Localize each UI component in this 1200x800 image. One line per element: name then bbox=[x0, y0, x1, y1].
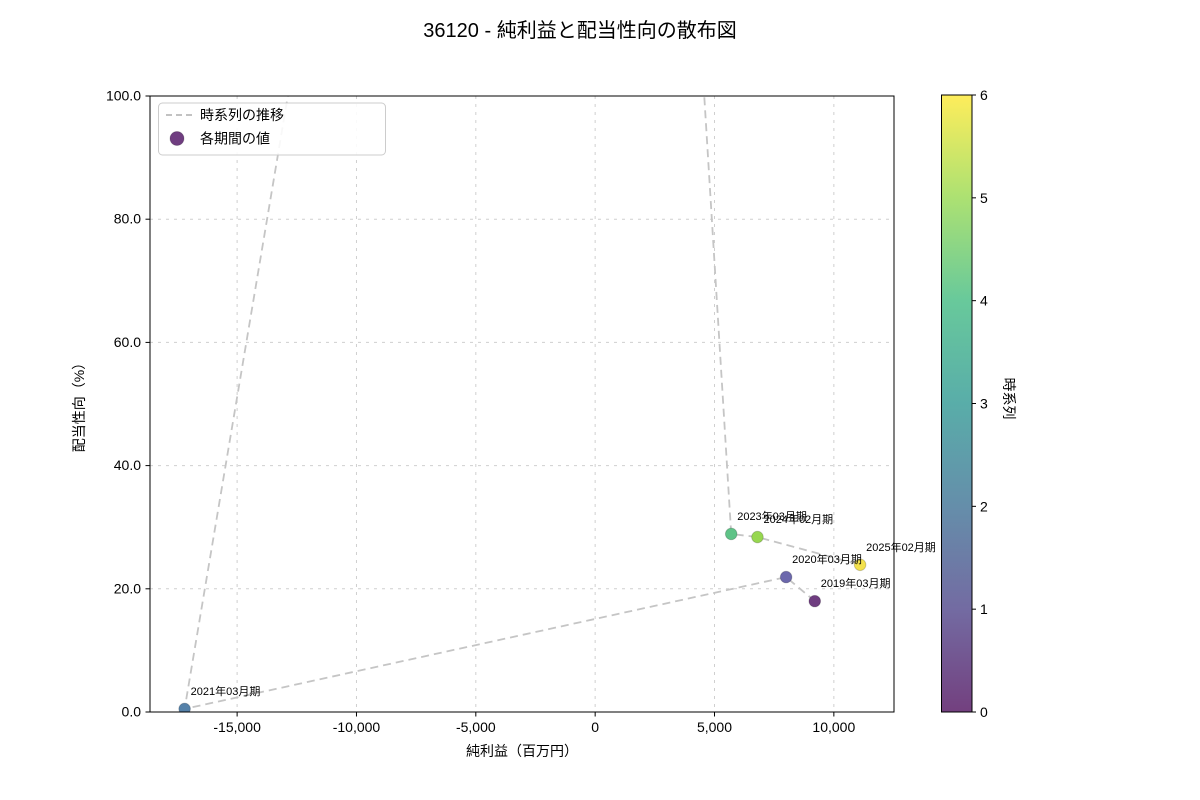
data-point-2 bbox=[178, 702, 191, 712]
data-point-6 bbox=[853, 558, 867, 572]
colorbar-tick-label: 2 bbox=[980, 498, 988, 514]
point-label-0: 2019年03月期 bbox=[821, 576, 891, 590]
legend-box bbox=[158, 102, 386, 156]
x-tick-label: -15,000 bbox=[213, 719, 261, 735]
x-tick-label: -10,000 bbox=[333, 719, 381, 735]
y-tick-label: 20.0 bbox=[114, 580, 141, 596]
y-tick-label: 80.0 bbox=[114, 211, 141, 227]
x-axis-label: 純利益（百万円） bbox=[466, 743, 578, 759]
data-point-0 bbox=[808, 594, 822, 608]
chart-title: 36120 - 純利益と配当性向の散布図 bbox=[423, 20, 737, 42]
point-label-5: 2024年02月期 bbox=[763, 512, 833, 526]
plot-content bbox=[178, 96, 867, 712]
y-tick-label: 40.0 bbox=[114, 457, 141, 473]
x-tick-label: 5,000 bbox=[697, 719, 732, 735]
y-axis-label: 配当性向（%） bbox=[71, 356, 87, 452]
point-label-4: 2023年03月期 bbox=[737, 509, 807, 523]
point-label-2: 2021年03月期 bbox=[191, 684, 261, 698]
y-tick-label: 60.0 bbox=[114, 334, 141, 350]
colorbar-label: 時系列 bbox=[1001, 378, 1017, 420]
point-label-1: 2020年03月期 bbox=[792, 552, 862, 566]
y-tick-label: 0.0 bbox=[122, 704, 142, 720]
data-point-4 bbox=[724, 527, 738, 541]
x-tick-label: -5,000 bbox=[456, 719, 496, 735]
colorbar-tick-label: 4 bbox=[980, 293, 988, 309]
colorbar-tick-label: 3 bbox=[980, 396, 988, 412]
colorbar bbox=[941, 94, 973, 713]
colorbar-tick-label: 5 bbox=[980, 190, 988, 206]
legend-marker-sample bbox=[169, 131, 185, 146]
y-tick-label: 100.0 bbox=[106, 88, 141, 104]
colorbar-tick-label: 0 bbox=[980, 704, 988, 720]
point-label-6: 2025年02月期 bbox=[866, 540, 936, 554]
plot-border bbox=[149, 95, 895, 713]
data-point-1 bbox=[779, 570, 793, 584]
legend-item-trend-label: 時系列の推移 bbox=[200, 107, 284, 123]
x-tick-label: 0 bbox=[591, 719, 599, 735]
data-point-5 bbox=[751, 530, 764, 544]
x-tick-label: 10,000 bbox=[812, 719, 855, 735]
colorbar-tick-label: 1 bbox=[980, 601, 988, 617]
legend-item-marker-label: 各期間の値 bbox=[200, 131, 270, 147]
colorbar-tick-label: 6 bbox=[980, 87, 988, 103]
